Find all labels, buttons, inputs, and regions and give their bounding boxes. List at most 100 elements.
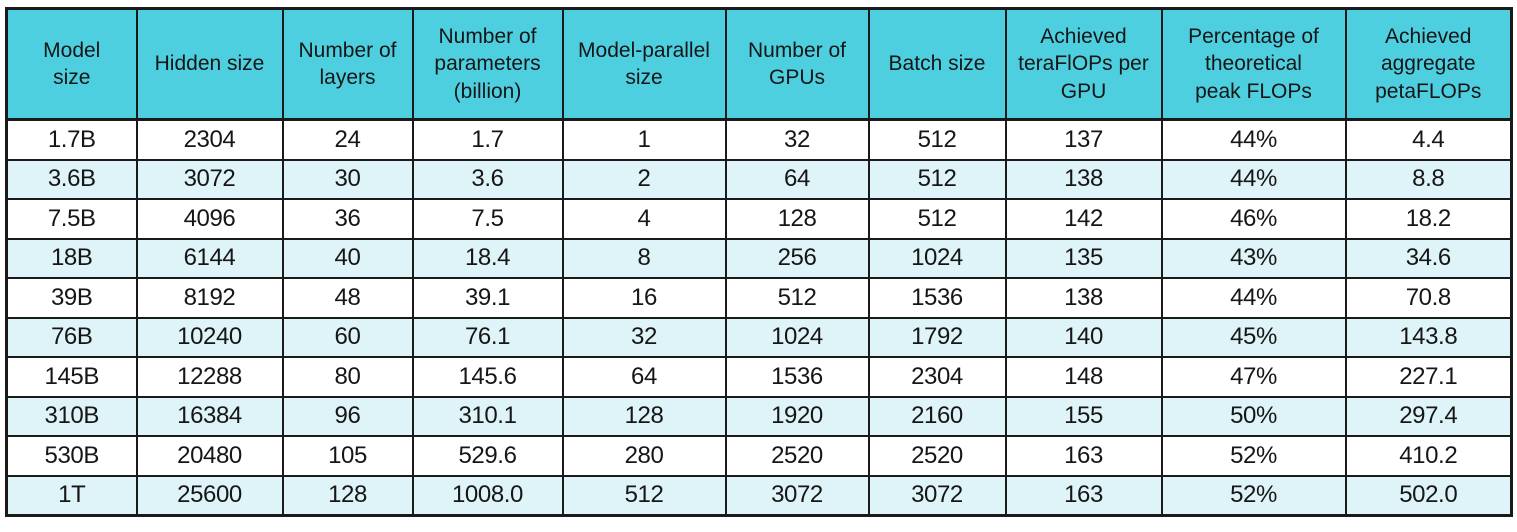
table-cell: 43%	[1160, 237, 1347, 279]
table-cell: 52%	[1160, 474, 1347, 517]
table-cell: 30	[281, 158, 414, 200]
table-row: 145B 12288 80 145.6 64 1536 2304 148 47% 227.1	[5, 356, 1513, 398]
table-cell: 20480	[135, 435, 284, 477]
table-cell: 512	[867, 158, 1007, 200]
table-cell: 3072	[724, 474, 870, 517]
table-cell: 60	[281, 316, 414, 358]
table-cell: 135	[1004, 237, 1163, 279]
table-row: 1T 25600 128 1008.0 512 3072 3072 163 52% 502.0	[5, 474, 1513, 517]
column-header: Model size	[5, 7, 138, 121]
column-header: Number of parameters (billion)	[411, 7, 564, 121]
table-cell: 80	[281, 356, 414, 398]
table-cell: 4096	[135, 198, 284, 240]
table-cell: 4.4	[1344, 118, 1513, 161]
table-cell: 6144	[135, 237, 284, 279]
table-cell: 105	[281, 435, 414, 477]
table-cell: 163	[1004, 474, 1163, 517]
table-cell: 50%	[1160, 395, 1347, 437]
table-cell: 39.1	[411, 277, 564, 319]
table-cell: 8	[561, 237, 727, 279]
table-cell: 148	[1004, 356, 1163, 398]
column-header: Model-parallel size	[561, 7, 727, 121]
table-cell: 512	[867, 198, 1007, 240]
table-cell: 32	[724, 118, 870, 161]
table-cell: 128	[281, 474, 414, 517]
table-row: 1.7B 2304 24 1.7 1 32 512 137 44% 4.4	[5, 118, 1513, 161]
table-body: 1.7B 2304 24 1.7 1 32 512 137 44% 4.4 3.6B 3072 30 3.…	[5, 118, 1513, 517]
table-cell: 10240	[135, 316, 284, 358]
table-cell: 76.1	[411, 316, 564, 358]
table-cell: 44%	[1160, 118, 1347, 161]
table-cell: 1.7B	[5, 118, 138, 161]
table-cell: 46%	[1160, 198, 1347, 240]
table-cell: 24	[281, 118, 414, 161]
table-cell: 143.8	[1344, 316, 1513, 358]
table-cell: 1536	[867, 277, 1007, 319]
table-cell: 145.6	[411, 356, 564, 398]
table-cell: 297.4	[1344, 395, 1513, 437]
table-cell: 2304	[867, 356, 1007, 398]
table-cell: 8.8	[1344, 158, 1513, 200]
table-cell: 128	[561, 395, 727, 437]
model-scaling-table: Model size Hidden size Number of layers Num…	[5, 7, 1513, 517]
table-cell: 48	[281, 277, 414, 319]
table-cell: 163	[1004, 435, 1163, 477]
table-cell: 52%	[1160, 435, 1347, 477]
table-cell: 512	[867, 118, 1007, 161]
table-cell: 1008.0	[411, 474, 564, 517]
table-row: 76B 10240 60 76.1 32 1024 1792 140 45% 143.8	[5, 316, 1513, 358]
table-cell: 44%	[1160, 158, 1347, 200]
table-cell: 25600	[135, 474, 284, 517]
table-cell: 64	[561, 356, 727, 398]
table-cell: 512	[561, 474, 727, 517]
table-cell: 310B	[5, 395, 138, 437]
table-cell: 1024	[867, 237, 1007, 279]
table-cell: 70.8	[1344, 277, 1513, 319]
table-row: 3.6B 3072 30 3.6 2 64 512 138 44% 8.8	[5, 158, 1513, 200]
table-cell: 4	[561, 198, 727, 240]
table-cell: 7.5	[411, 198, 564, 240]
table-cell: 1024	[724, 316, 870, 358]
table-cell: 2	[561, 158, 727, 200]
table-cell: 529.6	[411, 435, 564, 477]
table-row: 310B 16384 96 310.1 128 1920 2160 155 50% 297.4	[5, 395, 1513, 437]
table-cell: 142	[1004, 198, 1163, 240]
table-cell: 3072	[867, 474, 1007, 517]
table-cell: 36	[281, 198, 414, 240]
table-cell: 3.6	[411, 158, 564, 200]
table-cell: 410.2	[1344, 435, 1513, 477]
table-cell: 96	[281, 395, 414, 437]
table-cell: 16384	[135, 395, 284, 437]
table-cell: 512	[724, 277, 870, 319]
table-cell: 7.5B	[5, 198, 138, 240]
column-header: Achieved teraFlOPs per GPU	[1004, 7, 1163, 121]
table-cell: 128	[724, 198, 870, 240]
table-cell: 2520	[867, 435, 1007, 477]
table-cell: 8192	[135, 277, 284, 319]
column-header: Percentage of theoretical peak FLOPs	[1160, 7, 1347, 121]
table-cell: 16	[561, 277, 727, 319]
table-row: 7.5B 4096 36 7.5 4 128 512 142 46% 18.2	[5, 198, 1513, 240]
table-cell: 18.2	[1344, 198, 1513, 240]
table-cell: 280	[561, 435, 727, 477]
table-cell: 138	[1004, 277, 1163, 319]
table-row: 18B 6144 40 18.4 8 256 1024 135 43% 34.6	[5, 237, 1513, 279]
model-scaling-table-container: Model size Hidden size Number of layers Num…	[5, 7, 1513, 517]
table-cell: 1536	[724, 356, 870, 398]
table-cell: 1T	[5, 474, 138, 517]
table-cell: 2304	[135, 118, 284, 161]
table-cell: 40	[281, 237, 414, 279]
table-cell: 18.4	[411, 237, 564, 279]
table-cell: 3072	[135, 158, 284, 200]
table-cell: 530B	[5, 435, 138, 477]
table-cell: 227.1	[1344, 356, 1513, 398]
table-cell: 12288	[135, 356, 284, 398]
table-cell: 64	[724, 158, 870, 200]
column-header: Hidden size	[135, 7, 284, 121]
table-cell: 44%	[1160, 277, 1347, 319]
table-row: 530B 20480 105 529.6 280 2520 2520 163 52% 410.2	[5, 435, 1513, 477]
table-cell: 1792	[867, 316, 1007, 358]
table-cell: 32	[561, 316, 727, 358]
table-cell: 34.6	[1344, 237, 1513, 279]
table-header: Model size Hidden size Number of layers Num…	[5, 7, 1513, 121]
